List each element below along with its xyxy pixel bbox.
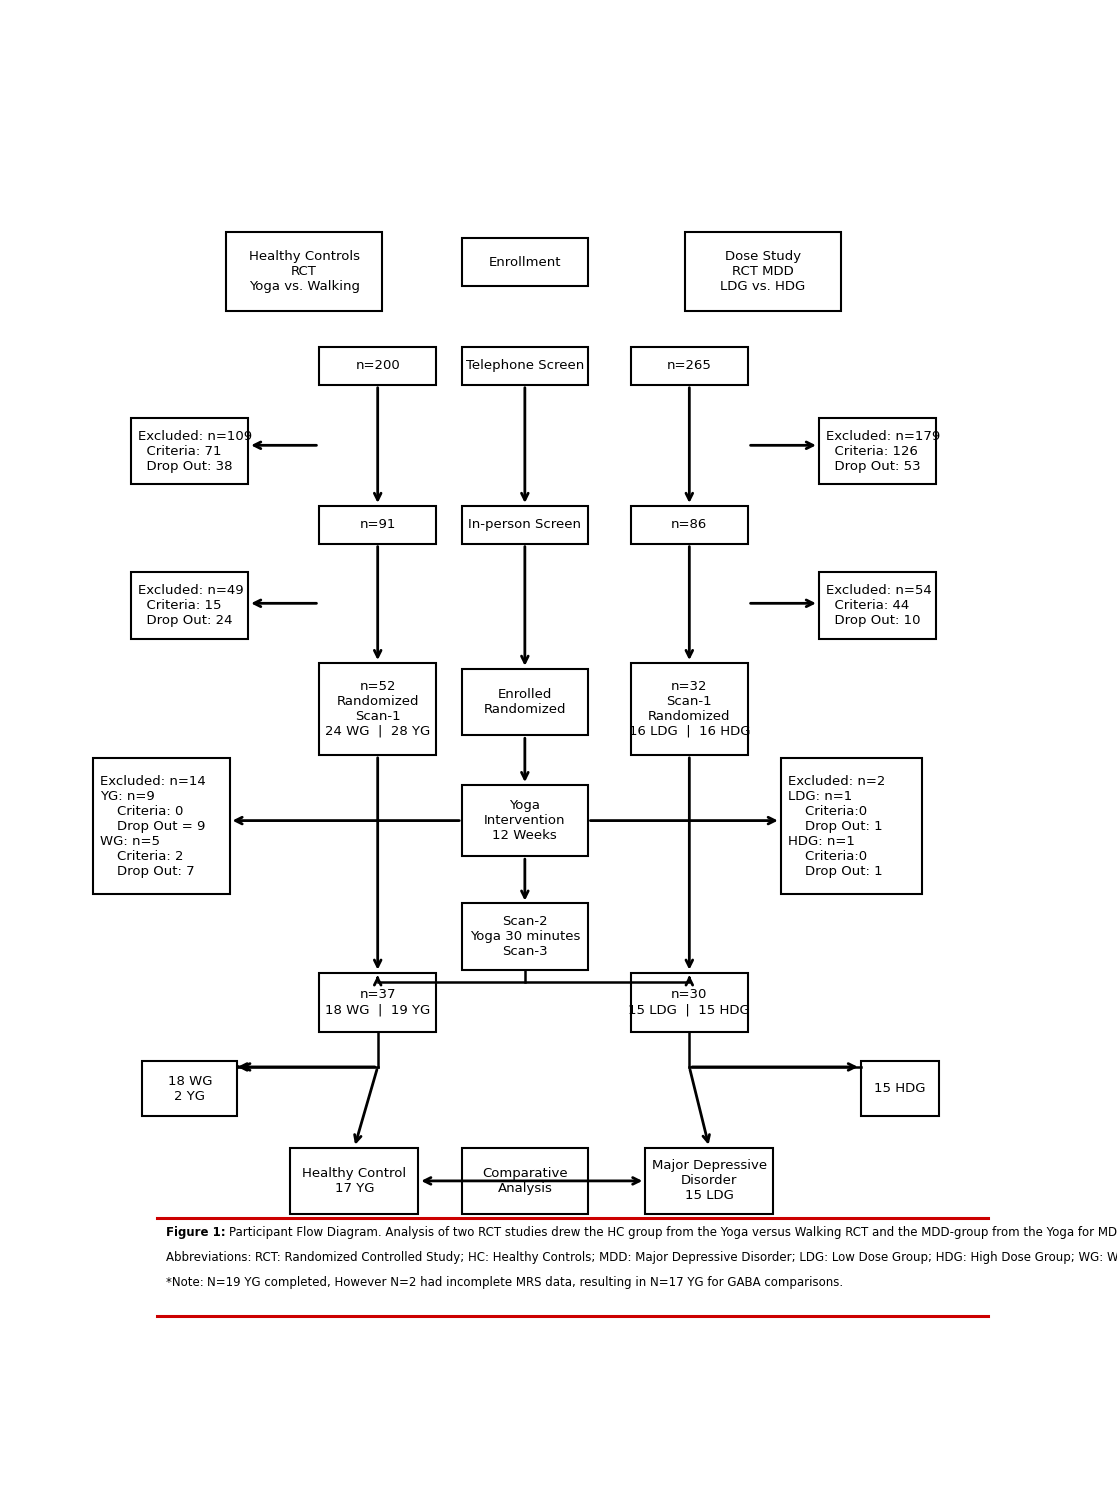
Text: Scan-2
Yoga 30 minutes
Scan-3: Scan-2 Yoga 30 minutes Scan-3 [469,915,580,958]
Text: In-person Screen: In-person Screen [468,519,581,531]
Text: Major Depressive
Disorder
15 LDG: Major Depressive Disorder 15 LDG [651,1160,766,1202]
Text: Healthy Control
17 YG: Healthy Control 17 YG [303,1168,407,1195]
Text: Participant Flow Diagram. Analysis of two RCT studies drew the HC group from the: Participant Flow Diagram. Analysis of tw… [229,1226,1117,1239]
FancyBboxPatch shape [631,505,747,544]
FancyBboxPatch shape [93,758,230,894]
Text: Enrollment: Enrollment [488,256,561,269]
Text: Excluded: n=49
  Criteria: 15
  Drop Out: 24: Excluded: n=49 Criteria: 15 Drop Out: 24 [139,585,244,626]
Text: n=32
Scan-1
Randomized
16 LDG  |  16 HDG: n=32 Scan-1 Randomized 16 LDG | 16 HDG [629,680,751,739]
FancyBboxPatch shape [462,785,588,857]
Text: Comparative
Analysis: Comparative Analysis [483,1168,567,1195]
Text: *Note:: *Note: [165,1277,207,1290]
Text: Excluded: n=109
  Criteria: 71
  Drop Out: 38: Excluded: n=109 Criteria: 71 Drop Out: 3… [139,429,252,472]
Text: RCT: Randomized Controlled Study; HC: Healthy Controls; MDD: Major Depressive Di: RCT: Randomized Controlled Study; HC: He… [255,1251,1117,1265]
FancyBboxPatch shape [781,758,922,894]
Text: n=200: n=200 [355,359,400,372]
Text: n=52
Randomized
Scan-1
24 WG  |  28 YG: n=52 Randomized Scan-1 24 WG | 28 YG [325,680,430,739]
FancyBboxPatch shape [631,347,747,384]
Text: Enrolled
Randomized: Enrolled Randomized [484,688,566,716]
FancyBboxPatch shape [646,1148,773,1214]
Text: n=91: n=91 [360,519,395,531]
FancyBboxPatch shape [319,662,436,755]
Text: Dose Study
RCT MDD
LDG vs. HDG: Dose Study RCT MDD LDG vs. HDG [720,250,805,293]
FancyBboxPatch shape [132,417,248,484]
FancyBboxPatch shape [462,903,588,970]
FancyBboxPatch shape [462,238,588,287]
FancyBboxPatch shape [819,417,936,484]
FancyBboxPatch shape [819,573,936,638]
FancyBboxPatch shape [319,505,436,544]
Text: n=265: n=265 [667,359,712,372]
Text: n=86: n=86 [671,519,707,531]
FancyBboxPatch shape [319,973,436,1033]
FancyBboxPatch shape [631,662,747,755]
Text: Telephone Screen: Telephone Screen [466,359,584,372]
FancyBboxPatch shape [132,573,248,638]
Text: 18 WG
2 YG: 18 WG 2 YG [168,1075,212,1103]
FancyBboxPatch shape [226,232,382,311]
Text: Excluded: n=179
  Criteria: 126
  Drop Out: 53: Excluded: n=179 Criteria: 126 Drop Out: … [825,429,939,472]
Text: Figure 1:: Figure 1: [165,1226,229,1239]
Text: n=30
15 LDG  |  15 HDG: n=30 15 LDG | 15 HDG [629,988,751,1017]
FancyBboxPatch shape [462,668,588,736]
Text: Excluded: n=2
LDG: n=1
    Criteria:0
    Drop Out: 1
HDG: n=1
    Criteria:0
  : Excluded: n=2 LDG: n=1 Criteria:0 Drop O… [787,774,885,878]
FancyBboxPatch shape [319,347,436,384]
Text: Excluded: n=54
  Criteria: 44
  Drop Out: 10: Excluded: n=54 Criteria: 44 Drop Out: 10 [825,585,932,626]
FancyBboxPatch shape [685,232,841,311]
FancyBboxPatch shape [462,1148,588,1214]
FancyBboxPatch shape [462,347,588,384]
FancyBboxPatch shape [631,973,747,1033]
FancyBboxPatch shape [861,1061,938,1117]
Text: 15 HDG: 15 HDG [873,1082,926,1096]
Text: N=19 YG completed, However N=2 had incomplete MRS data, resulting in N=17 YG for: N=19 YG completed, However N=2 had incom… [207,1277,843,1290]
FancyBboxPatch shape [142,1061,238,1117]
Text: Excluded: n=14
YG: n=9
    Criteria: 0
    Drop Out = 9
WG: n=5
    Criteria: 2
: Excluded: n=14 YG: n=9 Criteria: 0 Drop … [99,774,206,878]
Text: Healthy Controls
RCT
Yoga vs. Walking: Healthy Controls RCT Yoga vs. Walking [249,250,360,293]
Text: Yoga
Intervention
12 Weeks: Yoga Intervention 12 Weeks [484,800,565,842]
FancyBboxPatch shape [462,505,588,544]
Text: n=37
18 WG  |  19 YG: n=37 18 WG | 19 YG [325,988,430,1017]
Text: Abbreviations:: Abbreviations: [165,1251,255,1265]
FancyBboxPatch shape [290,1148,419,1214]
